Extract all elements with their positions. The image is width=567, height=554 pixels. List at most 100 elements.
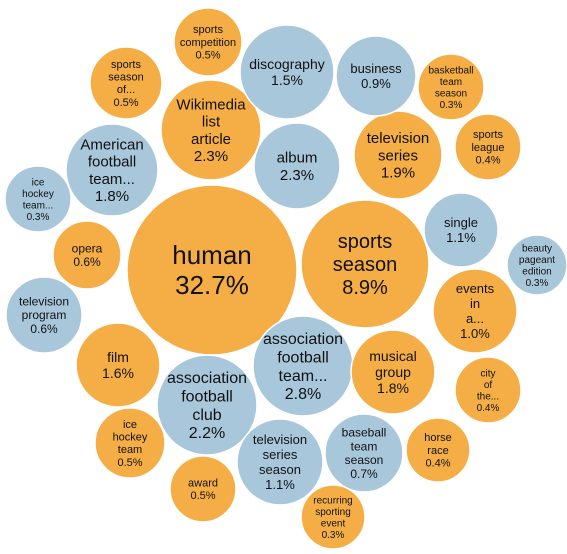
bubble-value-label: 8.9% bbox=[342, 277, 388, 299]
bubble-circle bbox=[160, 79, 262, 181]
bubble-name-label: team bbox=[440, 77, 462, 88]
bubble-name-label: series bbox=[378, 147, 418, 164]
bubble-circle bbox=[239, 24, 335, 120]
bubble-name-label: season bbox=[345, 453, 384, 467]
bubble-name-label: award bbox=[188, 478, 218, 490]
bubble-circle bbox=[65, 123, 159, 217]
bubble-name-label: television bbox=[367, 130, 430, 147]
bubble-circle bbox=[506, 234, 567, 296]
bubble-value-label: 1.8% bbox=[377, 380, 409, 396]
bubble-circle bbox=[5, 276, 83, 354]
bubble-value-label: 2.8% bbox=[285, 386, 321, 403]
bubble-name-label: team bbox=[351, 439, 378, 453]
bubble-circle bbox=[89, 46, 163, 120]
bubble-name-label: team bbox=[118, 444, 142, 456]
bubble-value-label: 0.4% bbox=[475, 155, 500, 167]
bubble-name-label: list bbox=[202, 114, 221, 131]
bubble-name-label: team... bbox=[89, 171, 135, 188]
bubble-name-label: race bbox=[427, 445, 448, 457]
bubble-value-label: 0.3% bbox=[526, 278, 549, 289]
bubble-name-label: a... bbox=[466, 311, 484, 326]
bubble-name-label: competition bbox=[180, 37, 236, 49]
bubble-name-label: football bbox=[181, 388, 233, 405]
bubble-name-label: association bbox=[263, 331, 343, 348]
bubble-name-label: basketball bbox=[428, 65, 473, 76]
bubble-value-label: 1.6% bbox=[102, 365, 134, 381]
bubble-value-label: 1.8% bbox=[95, 188, 129, 205]
bubble-name-label: season bbox=[435, 88, 467, 99]
bubble-name-label: American bbox=[80, 136, 143, 153]
bubble-name-label: group bbox=[375, 364, 411, 380]
bubble-name-label: the... bbox=[477, 391, 499, 402]
bubble-name-label: film bbox=[107, 349, 129, 365]
bubble-value-label: 0.5% bbox=[195, 50, 220, 62]
bubble-name-label: of bbox=[484, 380, 493, 391]
bubble-value-label: 2.2% bbox=[189, 425, 225, 442]
bubble-name-label: program bbox=[22, 308, 67, 322]
bubble-name-label: season bbox=[108, 72, 143, 84]
bubble-name-label: recurring bbox=[313, 495, 352, 506]
bubble-value-label: 0.5% bbox=[113, 97, 138, 109]
bubble-name-label: club bbox=[192, 407, 221, 424]
bubble-circle bbox=[324, 413, 404, 493]
bubble-circle bbox=[405, 417, 471, 483]
bubble-value-label: 2.3% bbox=[194, 148, 228, 165]
bubble-circle bbox=[94, 407, 166, 479]
bubble-circle bbox=[169, 455, 237, 523]
bubble-circle bbox=[454, 113, 522, 181]
bubble-circle bbox=[52, 220, 122, 290]
bubble-name-label: pageant bbox=[519, 255, 555, 266]
bubble-name-label: ice bbox=[123, 419, 137, 431]
bubble-value-label: 2.3% bbox=[280, 167, 314, 184]
bubble-name-label: sports bbox=[193, 24, 223, 36]
bubble-value-label: 0.9% bbox=[361, 76, 391, 91]
bubble-circle bbox=[253, 122, 341, 210]
bubble-name-label: football bbox=[277, 349, 329, 366]
bubble-value-label: 0.7% bbox=[350, 467, 378, 481]
bubble-circle bbox=[300, 199, 430, 329]
bubble-name-label: season bbox=[259, 462, 301, 477]
bubble-value-label: 0.6% bbox=[30, 322, 58, 336]
bubble-circle bbox=[156, 354, 258, 456]
bubble-name-label: of... bbox=[117, 84, 135, 96]
bubble-value-label: 0.4% bbox=[477, 403, 500, 414]
bubble-name-label: horse bbox=[424, 432, 452, 444]
bubble-value-label: 1.1% bbox=[446, 230, 476, 245]
bubble-name-label: discography bbox=[249, 56, 325, 72]
bubble-value-label: 0.4% bbox=[425, 458, 450, 470]
bubble-circle bbox=[173, 7, 243, 77]
bubble-value-label: 1.1% bbox=[265, 477, 295, 492]
bubble-circle bbox=[417, 53, 485, 121]
bubble-value-label: 32.7% bbox=[175, 270, 249, 300]
